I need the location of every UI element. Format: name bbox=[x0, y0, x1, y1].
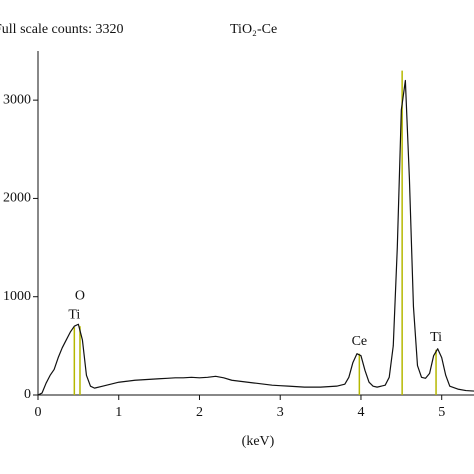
x-tick-label: 1 bbox=[115, 405, 122, 420]
element-label: Ti bbox=[430, 330, 442, 345]
y-tick-label: 2000 bbox=[3, 191, 31, 206]
chart-title: TiO₂-Ce bbox=[230, 22, 277, 37]
chart-subtitle: Full scale counts: 3320 bbox=[0, 22, 124, 37]
x-tick-label: 3 bbox=[277, 405, 284, 420]
x-tick-label: 0 bbox=[35, 405, 42, 420]
x-axis-label: (keV) bbox=[242, 434, 275, 449]
element-label: Ce bbox=[352, 334, 368, 349]
element-label: O bbox=[75, 288, 85, 303]
x-tick-label: 4 bbox=[357, 405, 364, 420]
element-label: Ti bbox=[68, 307, 80, 322]
x-tick-label: 5 bbox=[438, 405, 445, 420]
y-tick-label: 3000 bbox=[3, 92, 31, 107]
x-tick-label: 2 bbox=[196, 405, 203, 420]
y-tick-label: 0 bbox=[24, 387, 31, 402]
spectrum-line bbox=[37, 79, 474, 396]
y-tick-label: 1000 bbox=[3, 289, 31, 304]
